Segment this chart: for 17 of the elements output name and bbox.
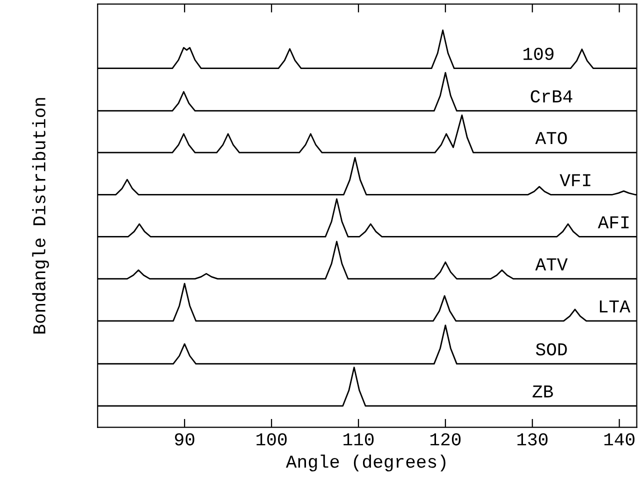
x-tick-label: 120 <box>430 433 461 446</box>
series-label: ATV <box>535 258 568 270</box>
x-tick-label: 90 <box>174 433 194 446</box>
y-axis-title: Bondangle Distribution <box>32 98 49 334</box>
series-label: SOD <box>536 343 567 356</box>
series-label: LTA <box>600 300 630 312</box>
series-label: CrB4 <box>530 90 572 103</box>
x-tick-label: 100 <box>256 433 287 446</box>
x-axis-title: Angle (degrees) <box>286 454 446 472</box>
series-label: 109 <box>524 48 554 60</box>
x-tick-label: 110 <box>344 433 374 446</box>
series-label: ZB <box>532 386 553 398</box>
series-label: AFI <box>598 216 629 228</box>
series-label: ATO <box>535 132 567 144</box>
series-label: VFI <box>560 174 590 186</box>
x-tick-label: 140 <box>604 433 634 446</box>
x-tick-label: 130 <box>517 433 548 446</box>
